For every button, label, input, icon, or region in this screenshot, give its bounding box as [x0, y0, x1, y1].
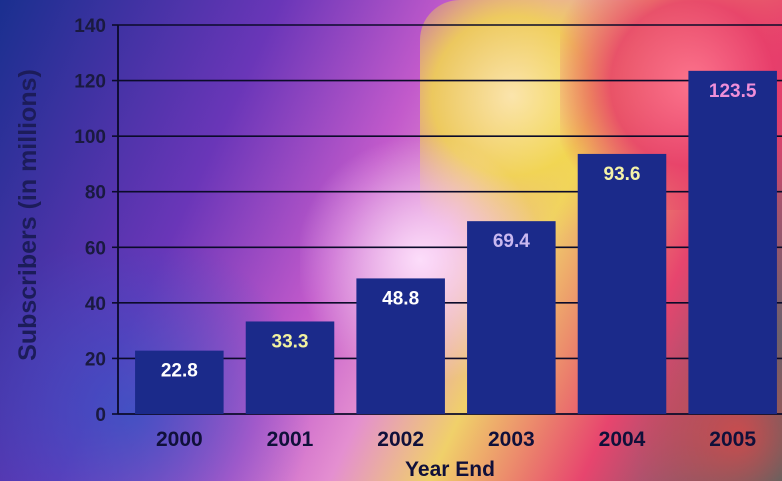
- bar-2003: [467, 221, 556, 414]
- data-label-2000: 22.8: [161, 361, 198, 382]
- x-axis-label: Year End: [405, 458, 495, 481]
- bar-2002: [356, 278, 445, 414]
- x-tick-label-2002: 2002: [377, 428, 424, 451]
- gridlines: [118, 24, 782, 360]
- y-tick-label: 80: [85, 183, 106, 204]
- y-axis-label: Subscribers (in millions): [14, 69, 42, 361]
- data-label-2002: 48.8: [382, 288, 419, 309]
- bar-2004: [577, 153, 667, 414]
- bar-2005: [688, 70, 777, 414]
- bars: 22.8 33.3 48.8 69.4 93.6 123.5: [135, 70, 777, 414]
- y-tick-label: 20: [85, 349, 106, 370]
- x-tick-label-2003: 2003: [488, 428, 535, 451]
- y-tick-label: 60: [85, 238, 106, 259]
- bar-2001: [245, 321, 335, 414]
- y-tick-label: 40: [85, 294, 106, 315]
- bar-2000: [135, 350, 224, 414]
- y-tick-label: 100: [74, 127, 106, 148]
- x-tick-label-2005: 2005: [709, 428, 756, 451]
- y-tick-label: 0: [95, 405, 106, 426]
- x-tick-label-2004: 2004: [599, 428, 646, 451]
- data-label-2005: 123.5: [709, 81, 757, 102]
- y-axis-ticks: 0 20 40 60 80 100 120 140: [74, 16, 118, 426]
- x-tick-label-2000: 2000: [156, 428, 203, 451]
- x-tick-label-2001: 2001: [267, 428, 314, 451]
- y-tick-label: 120: [74, 72, 106, 93]
- data-label-2001: 33.3: [272, 331, 309, 352]
- y-tick-label: 140: [74, 16, 106, 37]
- x-axis-ticks: 2000 2001 2002 2003 2004 2005: [156, 428, 756, 451]
- data-label-2004: 93.6: [604, 164, 641, 185]
- data-label-2003: 69.4: [493, 231, 530, 252]
